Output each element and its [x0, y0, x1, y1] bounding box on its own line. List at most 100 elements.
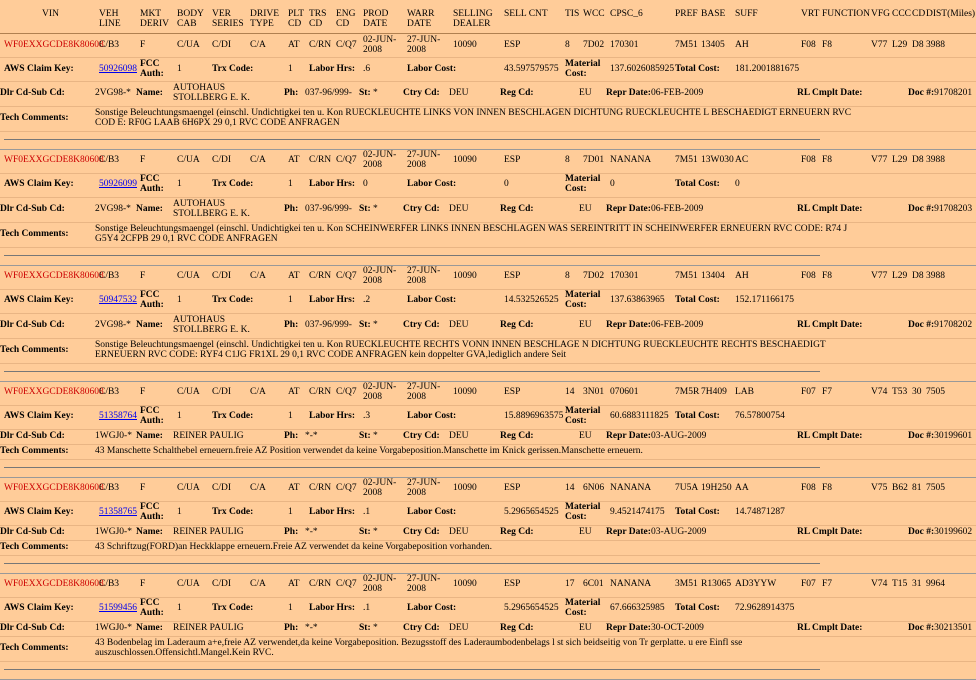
vehicle-field: C/DI: [212, 39, 231, 50]
dealer-row: Dlr Cd-Sub Cd: 1WGJ0-* Name: REINER PAULIG P…: [0, 430, 976, 445]
claim-key-link[interactable]: 51358764: [99, 411, 137, 422]
column-header: WARR DATE: [407, 9, 435, 29]
field-value: 1: [177, 603, 182, 614]
field-value: *-*: [305, 430, 318, 441]
field-label: Labor Hrs:: [309, 179, 356, 190]
st-label: St:: [359, 87, 371, 98]
field-label: Labor Hrs:: [309, 507, 356, 518]
field-label: Ctry Cd:: [403, 526, 440, 537]
repr-date: Repr Date:03-AUG-2009: [606, 431, 797, 442]
claim-row: AWS Claim Key: 50926098 FCC Auth: 1 Trx Code…: [0, 58, 976, 82]
doc-value: 30199601: [934, 430, 973, 441]
field-value: 152.171166175: [735, 295, 795, 306]
comment-row: Tech Comments: Sonstige Beleuchtungsmaeng…: [0, 107, 976, 132]
vehicle-field: C/Q7: [336, 387, 357, 398]
field-label: Name:: [136, 526, 163, 537]
vehicle-field: C/DI: [212, 579, 231, 590]
comment-row: Tech Comments: Sonstige Beleuchtungsmaeng…: [0, 339, 976, 364]
vehicle-field: C/A: [250, 387, 266, 398]
field-value: 037-96/999-: [305, 87, 352, 98]
vehicle-field: F: [140, 155, 146, 166]
field-value: 0: [363, 179, 368, 190]
vehicle-field: 10090: [453, 39, 477, 50]
tech-comment: 43 Bodenbelag im Laderaum a+e,freie AZ v…: [95, 637, 743, 658]
vehicle-field: 13W030: [701, 155, 734, 166]
claim-key-link[interactable]: 50926099: [99, 179, 137, 190]
vehicle-field: 02-JUN-2008: [363, 150, 397, 171]
repr-date: Repr Date:06-FEB-2009: [606, 204, 797, 215]
vehicle-field: F: [140, 387, 146, 398]
field-value: 037-96/999-: [305, 319, 352, 330]
vehicle-field: F8: [822, 271, 833, 282]
repr-date: Repr Date:06-FEB-2009: [606, 88, 797, 99]
field-value: EU: [579, 203, 592, 214]
record-separator: [0, 556, 976, 574]
field-label: Dlr Cd-Sub Cd:: [0, 622, 65, 633]
field-label: Total Cost:: [675, 603, 720, 614]
field-label: Labor Cost:: [407, 295, 457, 306]
doc: Doc #:91708202: [908, 320, 972, 331]
field-value: 1: [177, 295, 182, 306]
field-value: .2: [363, 295, 371, 306]
column-header: TIS: [565, 9, 580, 19]
vehicle-field: 27-JUN-2008: [407, 478, 441, 499]
claim-key-link[interactable]: 51358765: [99, 507, 137, 518]
doc-label: Doc #:: [908, 430, 935, 441]
field-value: 037-96/999-: [305, 203, 352, 214]
column-header: FUNCTION: [822, 9, 871, 19]
field-label: RL Cmplt Date:: [797, 430, 863, 441]
vehicle-field: 10090: [453, 579, 477, 590]
claim-key-link[interactable]: 51599456: [99, 603, 137, 614]
column-header: SELLING DEALER: [453, 9, 493, 29]
vehicle-field: F07: [801, 387, 816, 398]
vehicle-field: C/RN: [309, 39, 332, 50]
field-label: Tech Comments:: [0, 112, 69, 123]
vehicle-field: 14: [565, 483, 575, 494]
dealer-row: Dlr Cd-Sub Cd: 2VG98-* Name: AUTOHAUS STOLL…: [0, 314, 976, 339]
st-label: St:: [359, 526, 371, 537]
vehicle-row: WF0EXXGCDE8K80608 C/B3 F C/UA C/DI C/A AT C/RN C…: [0, 382, 976, 406]
doc-value: 91708201: [934, 87, 973, 98]
field-label: Material Cost:: [565, 290, 601, 311]
field-label: Ctry Cd:: [403, 622, 440, 633]
st-value: *: [373, 526, 378, 537]
claim-key-link[interactable]: 50926098: [99, 63, 137, 74]
vehicle-field: V74: [871, 387, 888, 398]
field-value: EU: [579, 622, 592, 633]
vehicle-field: 170301: [610, 39, 639, 50]
field-label: Labor Hrs:: [309, 63, 356, 74]
field-label: RL Cmplt Date:: [797, 622, 863, 633]
header-row: VIN VEH LINE MKT DERIV BODY CAB VER SERIES DR…: [0, 0, 976, 34]
vehicle-field: T53: [892, 387, 908, 398]
field-label: Name:: [136, 319, 163, 330]
dealer-row: Dlr Cd-Sub Cd: 2VG98-* Name: AUTOHAUS STOLL…: [0, 82, 976, 107]
vehicle-field: C/A: [250, 483, 266, 494]
column-header: ENG CD: [336, 9, 356, 29]
vehicle-field: L29: [892, 271, 908, 282]
field-value: 0: [610, 179, 615, 190]
column-header: CD: [912, 9, 926, 19]
field-label: Total Cost:: [675, 507, 720, 518]
vehicle-field: 7H409: [701, 387, 727, 398]
vehicle-field: C/Q7: [336, 483, 357, 494]
claim-row: AWS Claim Key: 50926099 FCC Auth: 1 Trx Code…: [0, 174, 976, 198]
claim-key: 51599456: [99, 603, 140, 614]
vehicle-field: 3988: [926, 39, 945, 50]
repr-date: Repr Date:03-AUG-2009: [606, 527, 797, 538]
vehicle-field: 170301: [610, 271, 639, 282]
vehicle-field: F8: [822, 483, 833, 494]
field-label: Ph:: [284, 430, 299, 441]
field-label: Ph:: [284, 319, 299, 330]
field-label: FCC Auth:: [140, 502, 164, 523]
vehicle-field: 6C01: [583, 579, 604, 590]
field-value: EU: [579, 87, 592, 98]
claim-key-link[interactable]: 50947532: [99, 295, 137, 306]
vehicle-field: 8: [565, 155, 570, 166]
field-label: AWS Claim Key:: [4, 63, 74, 74]
field-value: .1: [363, 603, 371, 614]
tech-comment: 43 Manschette Schalthebel erneuern.freie…: [95, 445, 643, 456]
st-value: *: [373, 622, 378, 633]
vehicle-field: ESP: [504, 155, 521, 166]
vehicle-field: F7: [822, 387, 833, 398]
vehicle-field: 81: [912, 483, 922, 494]
